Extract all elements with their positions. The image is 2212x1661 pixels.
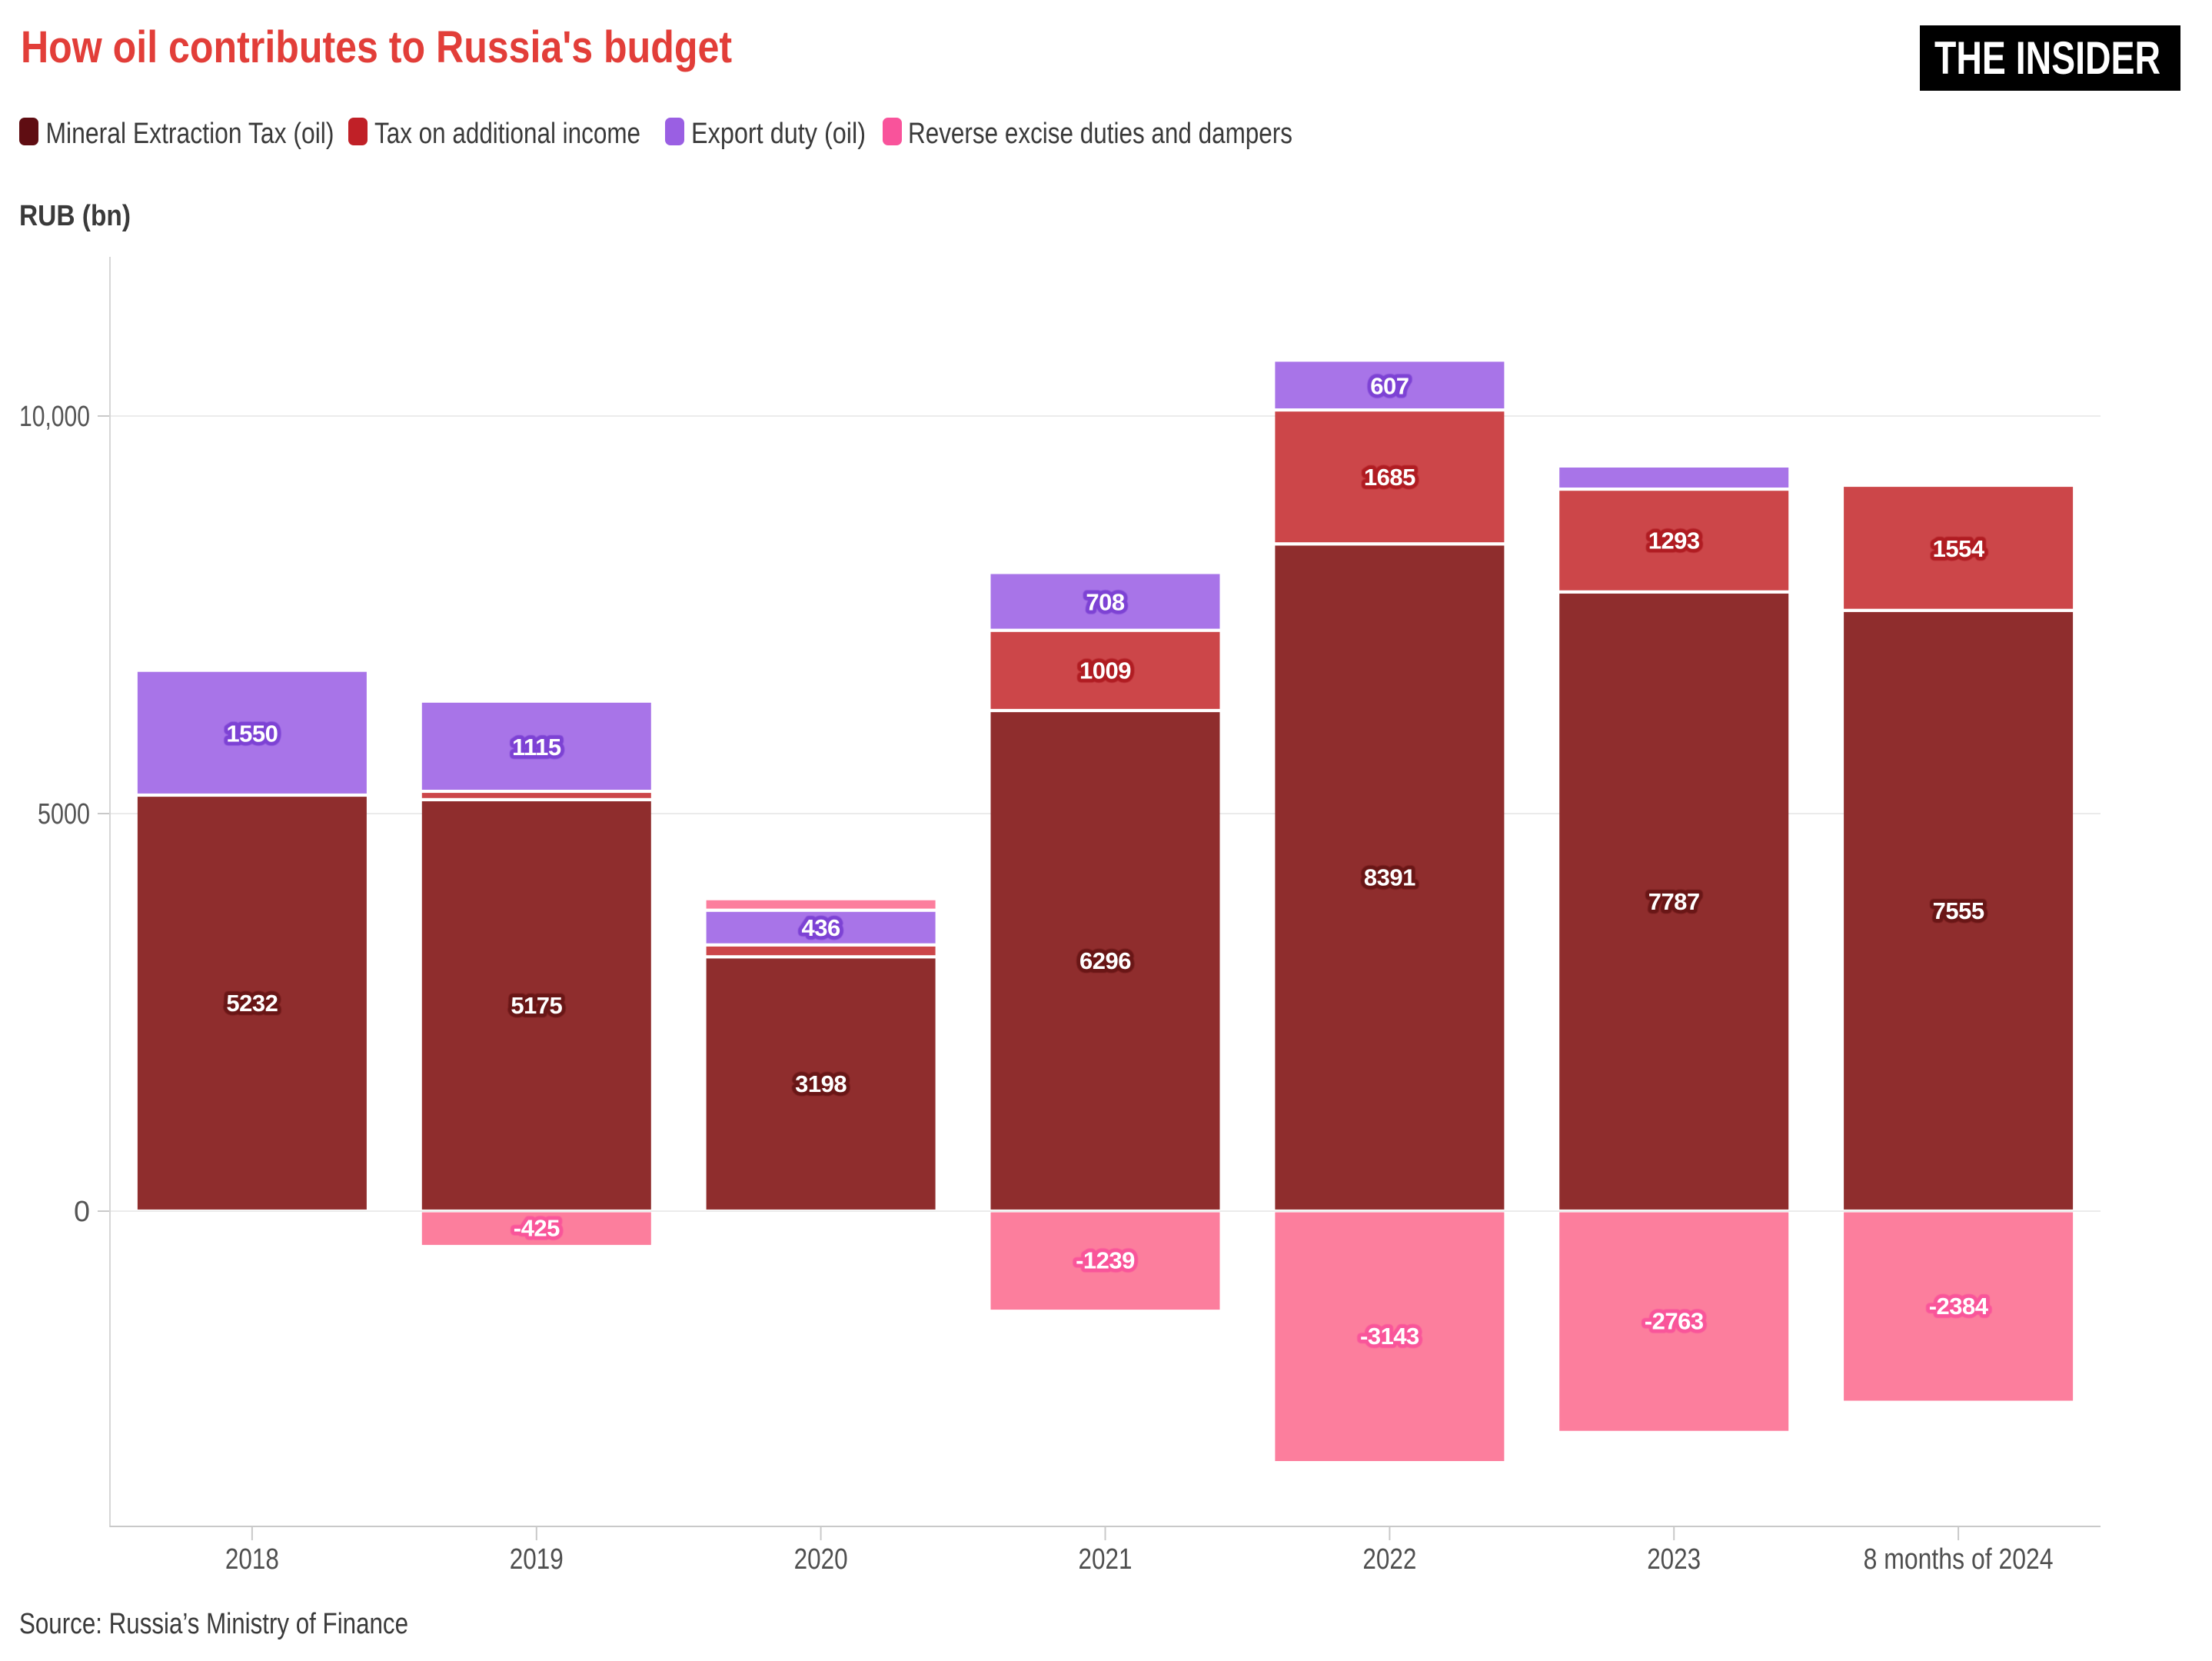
svg-text:607: 607: [1370, 372, 1409, 399]
svg-text:1115: 1115: [512, 734, 561, 761]
svg-text:7787: 7787: [1648, 888, 1700, 915]
svg-text:7787: 7787: [1648, 888, 1700, 915]
svg-text:1554: 1554: [1933, 535, 1985, 562]
svg-text:2018: 2018: [225, 1543, 279, 1576]
svg-text:1115: 1115: [512, 734, 561, 761]
svg-text:-1239: -1239: [1076, 1247, 1135, 1274]
svg-text:2023: 2023: [1647, 1543, 1701, 1576]
svg-text:436: 436: [801, 914, 840, 941]
svg-text:2022: 2022: [1362, 1543, 1416, 1576]
svg-text:607: 607: [1370, 372, 1409, 399]
svg-text:1293: 1293: [1648, 528, 1700, 554]
svg-text:5232: 5232: [226, 990, 278, 1017]
svg-text:-2384: -2384: [1929, 1293, 1989, 1320]
svg-text:1685: 1685: [1364, 464, 1415, 491]
svg-text:-2384: -2384: [1929, 1293, 1989, 1320]
svg-text:5000: 5000: [38, 798, 90, 830]
svg-text:7555: 7555: [1933, 897, 1984, 924]
svg-text:How oil contributes to Russia': How oil contributes to Russia's budget: [21, 22, 732, 72]
svg-text:1009: 1009: [1079, 657, 1131, 684]
svg-text:6296: 6296: [1079, 947, 1131, 974]
svg-text:708: 708: [1086, 589, 1124, 616]
svg-text:1293: 1293: [1648, 528, 1700, 554]
svg-text:-2763: -2763: [1645, 1307, 1704, 1334]
svg-text:1550: 1550: [226, 720, 278, 747]
svg-text:3198: 3198: [795, 1070, 847, 1097]
svg-text:436: 436: [801, 914, 840, 941]
svg-text:708: 708: [1086, 589, 1124, 616]
svg-text:5232: 5232: [226, 990, 278, 1017]
svg-text:1554: 1554: [1933, 535, 1985, 562]
svg-text:THE INSIDER: THE INSIDER: [1934, 32, 2160, 84]
svg-text:-425: -425: [514, 1215, 560, 1242]
svg-text:2021: 2021: [1079, 1543, 1133, 1576]
svg-text:2020: 2020: [794, 1543, 848, 1576]
svg-text:7555: 7555: [1933, 897, 1984, 924]
svg-text:Source: Russia’s Ministry of F: Source: Russia’s Ministry of Finance: [19, 1608, 408, 1640]
svg-text:-3143: -3143: [1360, 1323, 1419, 1350]
svg-text:5175: 5175: [511, 992, 562, 1019]
svg-text:-2763: -2763: [1645, 1307, 1704, 1334]
svg-text:Reverse excise duties and damp: Reverse excise duties and dampers: [908, 118, 1292, 150]
svg-text:3198: 3198: [795, 1070, 847, 1097]
svg-text:10,000: 10,000: [19, 401, 90, 433]
svg-text:2019: 2019: [510, 1543, 564, 1576]
svg-text:Tax on additional income: Tax on additional income: [374, 118, 640, 150]
svg-text:8391: 8391: [1364, 864, 1415, 891]
svg-text:0: 0: [74, 1196, 90, 1228]
svg-text:-1239: -1239: [1076, 1247, 1135, 1274]
svg-text:8 months of 2024: 8 months of 2024: [1864, 1543, 2054, 1576]
svg-text:1685: 1685: [1364, 464, 1415, 491]
svg-text:8391: 8391: [1364, 864, 1415, 891]
svg-text:Export duty (oil): Export duty (oil): [691, 118, 866, 150]
svg-text:-425: -425: [514, 1215, 560, 1242]
svg-text:1550: 1550: [226, 720, 278, 747]
svg-text:-3143: -3143: [1360, 1323, 1419, 1350]
svg-text:6296: 6296: [1079, 947, 1131, 974]
svg-text:1009: 1009: [1079, 657, 1131, 684]
svg-text:5175: 5175: [511, 992, 562, 1019]
svg-text:Mineral Extraction Tax (oil): Mineral Extraction Tax (oil): [46, 118, 334, 150]
svg-text:RUB (bn): RUB (bn): [19, 200, 131, 232]
